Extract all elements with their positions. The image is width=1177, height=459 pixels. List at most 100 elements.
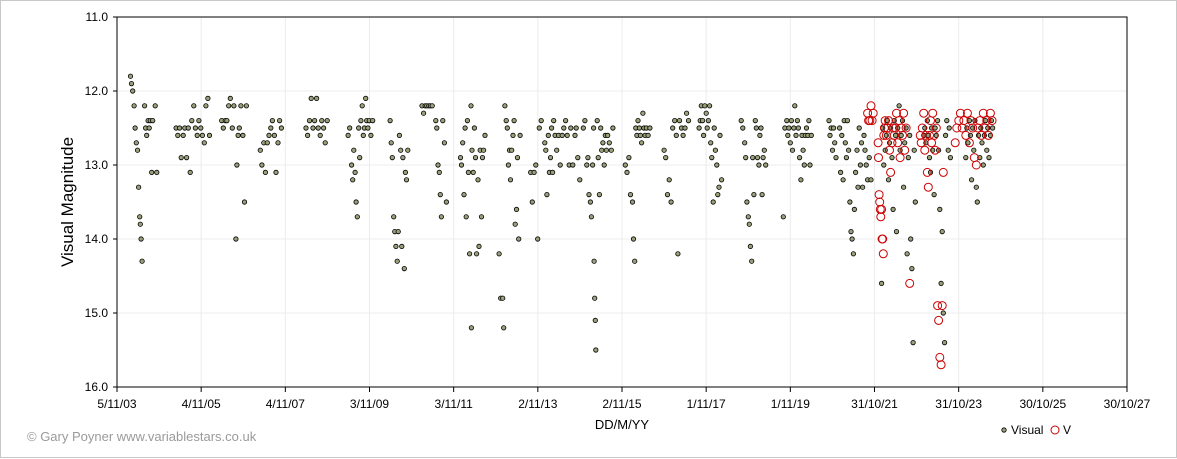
v-point bbox=[955, 108, 965, 118]
v-point bbox=[969, 153, 979, 163]
visual-point bbox=[177, 125, 183, 131]
visual-point bbox=[231, 103, 237, 109]
visual-point bbox=[868, 177, 874, 183]
v-point bbox=[930, 145, 940, 155]
visual-point bbox=[632, 258, 638, 264]
visual-point bbox=[276, 118, 283, 124]
visual-point bbox=[192, 125, 198, 131]
visual-point bbox=[359, 103, 365, 109]
visual-point bbox=[712, 147, 719, 153]
visual-point bbox=[577, 177, 583, 183]
visual-point bbox=[233, 236, 239, 242]
v-point bbox=[933, 301, 943, 311]
visual-point bbox=[827, 132, 833, 138]
v-series bbox=[863, 101, 997, 370]
visual-point bbox=[718, 177, 725, 183]
y-axis-ticks: 11.0 12.0 13.0 14.0 15.0 16.0 bbox=[85, 10, 117, 394]
visual-point bbox=[807, 162, 813, 168]
visual-point bbox=[345, 132, 351, 138]
visual-point bbox=[561, 125, 567, 131]
v-point bbox=[959, 116, 969, 126]
v-point bbox=[931, 123, 941, 133]
visual-point bbox=[848, 229, 854, 235]
visual-point bbox=[357, 155, 363, 161]
credit-text: © Gary Poyner www.variablestars.co.uk bbox=[27, 429, 257, 444]
visual-point bbox=[940, 310, 946, 316]
v-point bbox=[923, 182, 933, 192]
visual-point bbox=[944, 118, 950, 124]
v-point bbox=[961, 130, 971, 140]
visual-point bbox=[852, 169, 859, 175]
visual-point bbox=[142, 103, 148, 109]
visual-point bbox=[710, 199, 716, 205]
y-tick-label: 13.0 bbox=[85, 158, 109, 172]
visual-point bbox=[402, 169, 408, 175]
visual-point bbox=[666, 177, 672, 183]
visual-point bbox=[794, 118, 801, 124]
x-axis-title: DD/M/YY bbox=[595, 417, 650, 432]
x-tick-label: 4/11/05 bbox=[182, 397, 221, 411]
visual-point bbox=[675, 251, 681, 257]
visual-point bbox=[963, 155, 969, 161]
visual-point bbox=[892, 132, 899, 138]
v-point bbox=[935, 352, 945, 362]
visual-point bbox=[753, 125, 759, 131]
visual-point bbox=[784, 118, 790, 124]
visual-point bbox=[605, 132, 611, 138]
visual-point bbox=[259, 162, 265, 168]
visual-point bbox=[264, 140, 270, 146]
visual-point bbox=[466, 251, 473, 257]
visual-point bbox=[388, 140, 394, 146]
visual-point bbox=[610, 125, 616, 131]
visual-point bbox=[792, 103, 798, 109]
visual-point bbox=[911, 147, 917, 153]
visual-point bbox=[268, 125, 274, 131]
v-point bbox=[895, 153, 905, 163]
visual-point bbox=[988, 118, 995, 124]
visual-point bbox=[303, 125, 309, 131]
visual-point bbox=[856, 125, 862, 131]
v-point bbox=[982, 116, 992, 126]
visual-point bbox=[198, 125, 204, 131]
visual-point bbox=[396, 132, 402, 138]
visual-point bbox=[900, 184, 907, 190]
visual-point bbox=[266, 132, 272, 138]
v-point bbox=[877, 204, 887, 214]
visual-point bbox=[348, 162, 355, 168]
visual-point bbox=[460, 140, 466, 146]
visual-point bbox=[685, 118, 692, 124]
visual-point bbox=[937, 206, 943, 212]
visual-point bbox=[505, 162, 511, 168]
visual-point bbox=[475, 177, 481, 183]
visual-point bbox=[461, 192, 467, 198]
x-tick-label: 2/11/13 bbox=[518, 397, 557, 411]
visual-point bbox=[663, 155, 669, 161]
visual-point bbox=[965, 140, 971, 146]
visual-point bbox=[548, 125, 555, 131]
visual-point bbox=[787, 140, 793, 146]
legend: Visual V bbox=[1001, 423, 1071, 437]
visual-point bbox=[203, 103, 209, 109]
visual-point bbox=[243, 103, 249, 109]
v-point bbox=[936, 360, 946, 370]
visual-point bbox=[661, 147, 667, 153]
visual-point bbox=[575, 155, 581, 161]
visual-point bbox=[440, 118, 446, 124]
v-point bbox=[987, 116, 997, 126]
v-point bbox=[900, 145, 910, 155]
visual-point bbox=[136, 184, 142, 190]
visual-point bbox=[462, 125, 468, 131]
visual-point bbox=[750, 155, 756, 161]
visual-point bbox=[234, 162, 240, 168]
visual-point bbox=[510, 132, 516, 138]
visual-point bbox=[854, 147, 860, 153]
visual-point bbox=[709, 155, 715, 161]
v-point bbox=[865, 116, 875, 126]
visual-point bbox=[236, 125, 242, 131]
visual-point bbox=[808, 132, 814, 138]
visual-point bbox=[403, 177, 410, 183]
visual-point bbox=[670, 125, 676, 131]
visual-point bbox=[472, 155, 479, 161]
visual-point bbox=[826, 118, 832, 124]
